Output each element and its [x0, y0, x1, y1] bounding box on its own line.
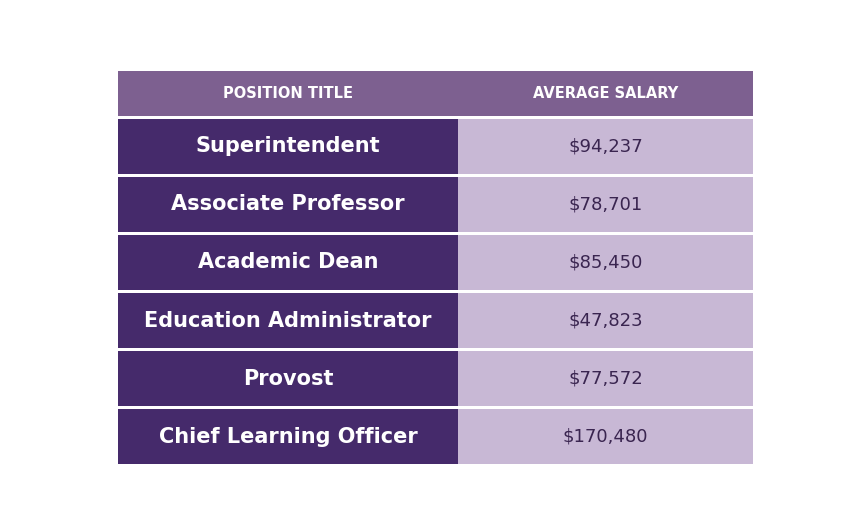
Text: Chief Learning Officer: Chief Learning Officer	[159, 427, 417, 447]
Bar	[118, 176, 458, 232]
Text: $77,572: $77,572	[568, 369, 643, 387]
Text: Academic Dean: Academic Dean	[198, 252, 378, 272]
Bar	[458, 235, 753, 290]
Bar	[118, 71, 753, 116]
Bar	[118, 116, 753, 119]
Text: $85,450: $85,450	[569, 253, 643, 271]
Bar	[118, 293, 458, 348]
Bar	[458, 119, 753, 174]
Bar	[458, 176, 753, 232]
Bar	[118, 407, 753, 409]
Text: Superintendent: Superintendent	[196, 136, 380, 156]
Bar	[118, 290, 753, 293]
Text: $94,237: $94,237	[568, 137, 643, 155]
Bar	[458, 409, 753, 464]
Bar	[118, 174, 753, 176]
Bar	[118, 232, 753, 235]
Text: Associate Professor: Associate Professor	[171, 195, 405, 215]
Text: Provost: Provost	[243, 368, 333, 388]
Text: $170,480: $170,480	[563, 428, 649, 446]
Bar	[118, 348, 753, 351]
Bar	[118, 351, 458, 407]
Text: $78,701: $78,701	[569, 196, 643, 214]
Text: AVERAGE SALARY: AVERAGE SALARY	[533, 86, 678, 101]
Text: Education Administrator: Education Administrator	[144, 311, 432, 331]
Bar	[458, 351, 753, 407]
Bar	[118, 409, 458, 464]
Bar	[118, 119, 458, 174]
Bar	[118, 235, 458, 290]
Bar	[458, 293, 753, 348]
Text: $47,823: $47,823	[568, 312, 643, 330]
Text: POSITION TITLE: POSITION TITLE	[223, 86, 353, 101]
